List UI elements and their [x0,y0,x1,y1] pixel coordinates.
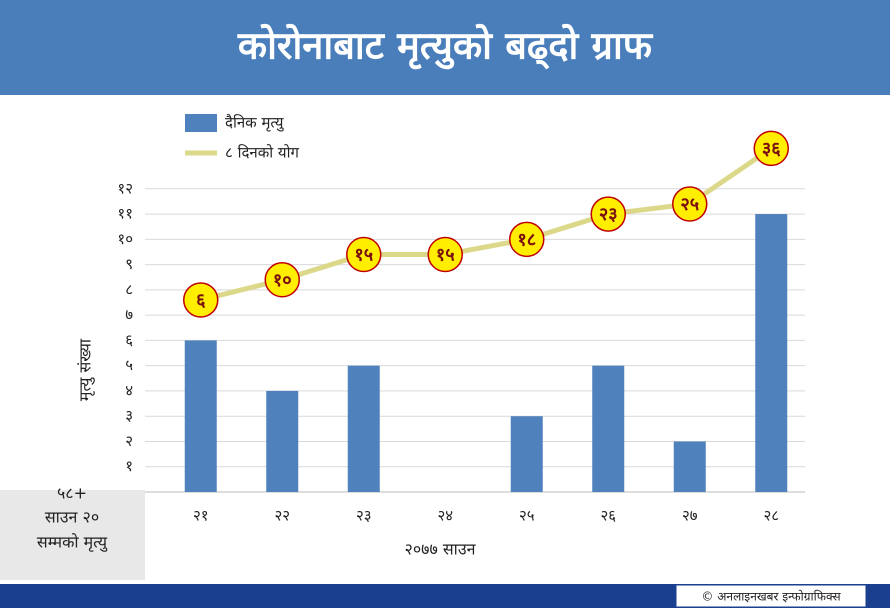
data-label: ३६ [762,138,781,159]
y-tick-label: १० [117,230,133,248]
point-marker [427,236,463,273]
x-tick-label: २१ [193,507,209,525]
x-axis-label: २०७७ साउन [405,540,477,559]
data-label: १५ [436,244,455,265]
y-tick-label: १ [125,457,133,475]
y-tick-label: ४ [125,381,133,399]
point-marker [183,282,219,318]
legend-swatch [185,114,217,132]
x-tick-label: २२ [274,507,290,525]
y-axis-label: मृत्यु संख्या [76,338,96,401]
point-marker [753,130,789,167]
point-marker [264,262,300,298]
credit-box [675,584,867,608]
y-tick-label: ११ [117,205,133,223]
x-tick-label: २३ [356,507,372,525]
y-tick-label: ८ [125,280,133,298]
point-marker [346,236,382,273]
y-tick-label: ९ [125,255,133,273]
title-bar [0,0,890,95]
data-label: १० [273,270,292,291]
data-label: ६ [196,290,206,311]
bar [755,214,788,493]
data-label: २३ [599,204,618,225]
side-note: ५८+ [57,484,87,503]
y-tick-label: ७ [125,306,133,324]
y-tick-label: ६ [125,331,133,349]
side-note: साउन २० [45,508,99,527]
x-tick-label: २६ [600,507,616,525]
bar [673,441,706,492]
data-label: १५ [354,244,373,265]
x-tick-label: २८ [763,507,779,525]
bar [510,416,543,492]
data-label: १८ [517,229,536,250]
side-note: सम्मको मृत्यु [37,533,108,553]
point-marker [509,221,545,258]
y-tick-label: ३ [125,407,133,425]
bar [347,365,380,492]
point-marker [672,186,708,222]
side-box [0,490,145,580]
legend-label: दैनिक मृत्यु [225,114,284,133]
y-tick-label: २ [125,432,133,450]
data-label: २५ [680,194,699,215]
bar [592,365,625,492]
point-marker [590,196,626,232]
x-tick-label: २४ [437,507,453,525]
chart-title: कोरोनाबाट मृत्युको बढ्दो ग्राफ [237,24,654,70]
x-tick-label: २५ [519,507,535,525]
y-tick-label: १२ [117,179,133,197]
bar [184,340,217,492]
x-tick-label: २७ [682,507,698,525]
credit: © अनलाइनखबर इन्फोग्राफिक्स [701,590,841,604]
y-tick-label: ५ [125,356,133,374]
legend-label: ८ दिनको योग [225,144,300,162]
bar [266,390,299,492]
